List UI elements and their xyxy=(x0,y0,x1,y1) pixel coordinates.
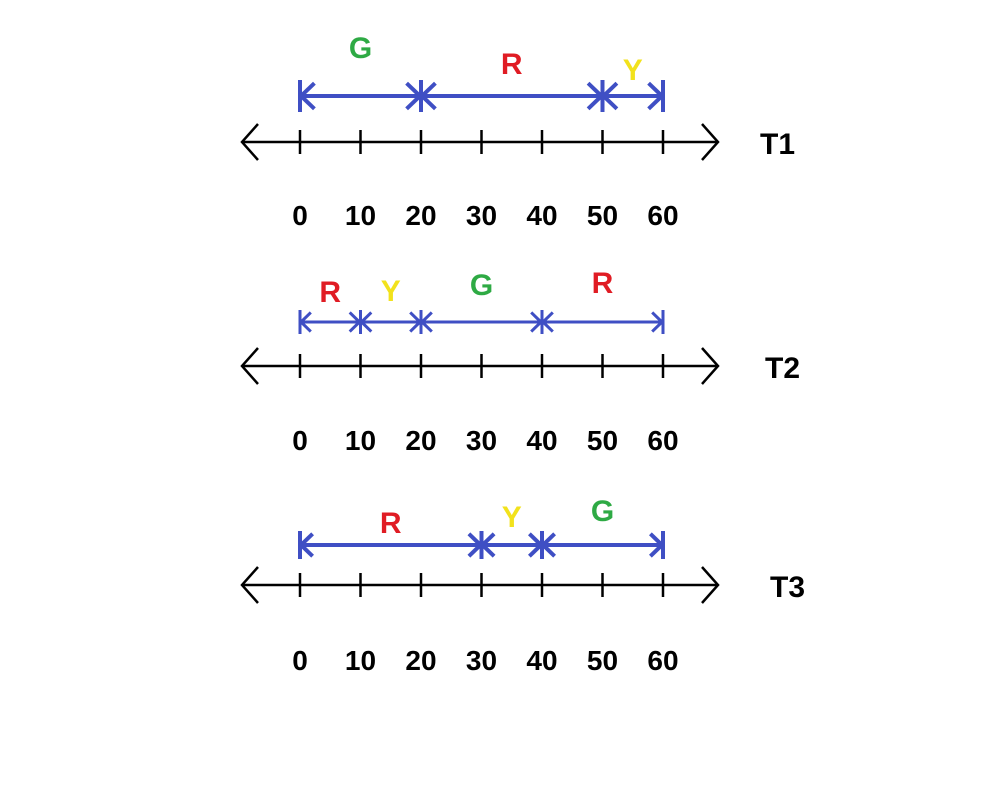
axis-left-arrowhead xyxy=(240,123,259,161)
segment-right-arrowhead xyxy=(649,532,665,558)
axis-right-arrowhead xyxy=(701,347,720,385)
tick-label: 50 xyxy=(587,645,618,676)
tick-label: 10 xyxy=(345,425,376,456)
axis-left-arrowhead xyxy=(240,347,259,385)
segment-phase-label: G xyxy=(349,32,372,65)
tick-label: 30 xyxy=(466,200,497,231)
segment-right-arrowhead xyxy=(647,81,665,111)
segment-phase-label: R xyxy=(380,507,402,540)
timeline-label: T1 xyxy=(760,128,795,161)
timeline-label: T2 xyxy=(765,352,800,385)
tick-label: 10 xyxy=(345,200,376,231)
segment-left-arrowhead xyxy=(540,532,556,558)
segment-phase-label: Y xyxy=(502,501,522,534)
axis-right-arrowhead xyxy=(701,566,720,604)
segment-left-arrowhead xyxy=(298,311,312,333)
timeline-label: T3 xyxy=(770,571,805,604)
tick-label: 50 xyxy=(587,200,618,231)
tick-label: 40 xyxy=(526,425,557,456)
tick-label: 60 xyxy=(647,645,678,676)
tick-label: 40 xyxy=(526,645,557,676)
tick-label: 0 xyxy=(292,425,308,456)
tick-label: 20 xyxy=(405,645,436,676)
tick-label: 10 xyxy=(345,645,376,676)
segment-left-arrowhead xyxy=(298,81,316,111)
tick-label: 50 xyxy=(587,425,618,456)
tick-label: 20 xyxy=(405,200,436,231)
segment-left-arrowhead xyxy=(298,532,314,558)
tick-label: 0 xyxy=(292,200,308,231)
tick-label: 60 xyxy=(647,200,678,231)
segment-left-arrowhead xyxy=(419,81,437,111)
segment-phase-label: R xyxy=(501,48,523,81)
segment-left-arrowhead xyxy=(359,311,373,333)
segment-phase-label: Y xyxy=(381,275,401,308)
tick-label: 20 xyxy=(405,425,436,456)
segment-phase-label: G xyxy=(470,269,493,302)
tick-label: 30 xyxy=(466,425,497,456)
segment-phase-label: R xyxy=(592,267,614,300)
segment-phase-label: G xyxy=(591,495,614,528)
tick-label: 0 xyxy=(292,645,308,676)
axis-right-arrowhead xyxy=(701,123,720,161)
segment-phase-label: R xyxy=(319,276,341,309)
tick-label: 30 xyxy=(466,645,497,676)
segment-left-arrowhead xyxy=(479,532,496,558)
tick-label: 60 xyxy=(647,425,678,456)
segment-left-arrowhead xyxy=(600,81,619,111)
axis-left-arrowhead xyxy=(240,566,259,604)
segment-left-arrowhead xyxy=(419,311,433,333)
segment-left-arrowhead xyxy=(540,311,554,333)
segment-phase-label: Y xyxy=(623,54,643,87)
tick-label: 40 xyxy=(526,200,557,231)
segment-right-arrowhead xyxy=(651,311,665,333)
